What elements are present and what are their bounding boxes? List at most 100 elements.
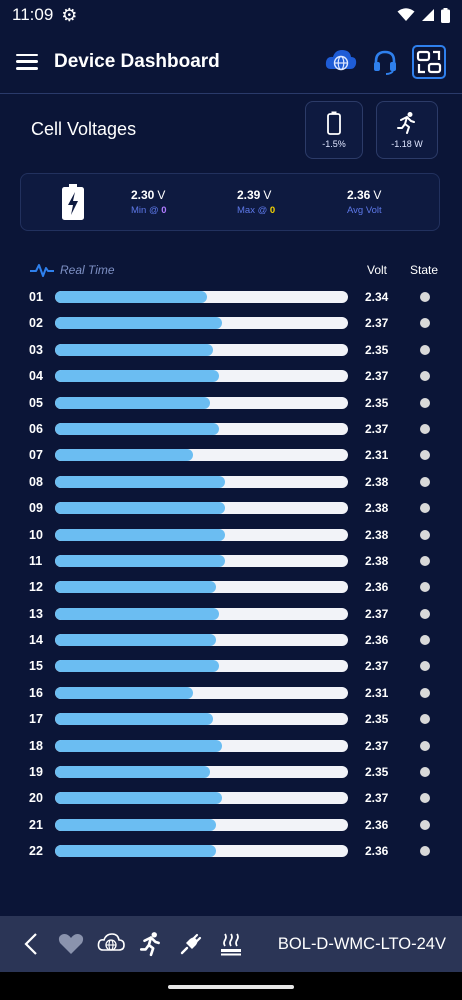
cell-number: 20 (29, 791, 43, 806)
voltage-bar-fill (55, 422, 220, 435)
voltage-bar-fill (55, 713, 214, 726)
running-icon[interactable] (136, 929, 166, 959)
cell-number: 19 (29, 765, 43, 780)
state-indicator (420, 635, 430, 646)
voltage-bar (55, 370, 348, 383)
cell-voltage: 2.38 (365, 527, 389, 542)
cell-row: 09 2.38 (0, 495, 462, 521)
state-indicator (420, 292, 430, 302)
cell-number: 17 (29, 712, 43, 727)
cell-number: 12 (29, 580, 43, 595)
cell-row: 10 2.38 (0, 522, 462, 548)
cell-voltage: 2.31 (365, 685, 389, 700)
cell-row: 07 2.31 (0, 442, 462, 468)
cell-number: 22 (29, 844, 43, 859)
voltage-bar (55, 686, 348, 699)
cell-voltage: 2.37 (365, 316, 389, 331)
cell-number: 13 (29, 606, 43, 621)
cell-voltage: 2.37 (365, 369, 389, 384)
cell-voltage: 2.38 (365, 501, 389, 516)
state-indicator (420, 793, 430, 804)
cell-number: 21 (29, 817, 43, 832)
state-indicator (420, 503, 430, 514)
cell-voltage-list: 01 2.34 02 2.37 03 2.35 04 2.37 05 2.35 06 2.37 07 2.… (0, 284, 462, 865)
menu-icon[interactable] (16, 53, 38, 70)
cell-number: 08 (29, 474, 43, 489)
cell-row: 05 2.35 (0, 390, 462, 416)
cell-voltage: 2.37 (365, 421, 389, 436)
cell-row: 03 2.35 (0, 337, 462, 363)
state-indicator (420, 767, 430, 778)
voltage-bar-fill (55, 502, 225, 515)
cell-voltage: 2.36 (365, 817, 389, 832)
cell-voltage: 2.35 (365, 712, 389, 727)
voltage-bar-fill (55, 634, 217, 647)
voltage-bar-fill (55, 766, 211, 779)
headset-icon[interactable] (368, 45, 402, 79)
cell-voltage: 2.31 (365, 448, 389, 463)
voltage-bar-fill (55, 343, 214, 356)
cell-row: 15 2.37 (0, 653, 462, 679)
voltage-bar (55, 449, 348, 462)
battery-outline-icon (327, 111, 341, 135)
state-indicator (420, 661, 430, 672)
state-indicator (420, 371, 430, 382)
realtime-label: Real Time (60, 263, 115, 277)
cell-row: 02 2.37 (0, 310, 462, 336)
voltage-bar (55, 528, 348, 541)
state-indicator (420, 582, 430, 593)
min-voltage-label: Min @ (131, 205, 159, 216)
voltage-bar (55, 422, 348, 435)
cell-number: 03 (29, 342, 43, 357)
min-voltage-unit: V (157, 188, 166, 202)
voltage-bar-fill (55, 845, 217, 858)
plug-icon[interactable] (176, 929, 206, 959)
back-icon[interactable] (16, 929, 46, 959)
avg-voltage: 2.36 V Avg Volt (347, 188, 382, 216)
cell-row: 14 2.36 (0, 627, 462, 653)
voltage-bar (55, 607, 348, 620)
min-voltage: 2.30 V Min @ 0 (131, 188, 237, 216)
network-icon[interactable] (412, 44, 446, 79)
cell-number: 09 (29, 501, 43, 516)
voltage-bar-fill (55, 739, 222, 752)
cell-voltage: 2.37 (365, 659, 389, 674)
state-indicator (420, 740, 430, 751)
globe-cloud-icon[interactable] (324, 45, 358, 79)
state-indicator (420, 608, 430, 619)
voltage-bar-fill (55, 475, 225, 488)
voltage-summary-card: 2.30 V Min @ 0 2.39 V Max @ 0 2.36 V Avg Vo… (20, 173, 440, 231)
state-indicator (420, 555, 430, 566)
bottom-nav-bar: BOL-D-WMC-LTO-24V (0, 916, 462, 972)
cell-voltage: 2.34 (365, 290, 389, 304)
heart-icon[interactable] (56, 929, 86, 959)
state-indicator (420, 318, 430, 329)
cell-row: 04 2.37 (0, 363, 462, 389)
voltage-bar (55, 660, 348, 673)
voltage-bar-fill (55, 554, 225, 567)
voltage-bar (55, 634, 348, 647)
power-value: -1.18 W (391, 139, 423, 149)
max-voltage: 2.39 V Max @ 0 (237, 188, 347, 216)
voltage-bar-fill (55, 449, 193, 462)
avg-voltage-value: 2.36 (347, 188, 371, 202)
voltage-bar (55, 845, 348, 858)
globe-icon[interactable] (96, 929, 126, 959)
battery-percent-value: -1.5% (322, 139, 346, 149)
cell-voltage: 2.38 (365, 553, 389, 568)
running-icon (397, 112, 415, 134)
state-indicator (420, 476, 430, 487)
cell-voltage: 2.35 (365, 765, 389, 780)
voltage-bar-fill (55, 686, 193, 699)
volt-column-header: Volt (367, 263, 388, 277)
state-indicator (420, 819, 430, 830)
app-header: Device Dashboard (0, 30, 462, 94)
device-name[interactable]: BOL-D-WMC-LTO-24V (277, 934, 446, 953)
cell-voltage: 2.36 (365, 633, 389, 648)
max-voltage-unit: V (263, 188, 272, 202)
heater-icon[interactable] (216, 929, 246, 959)
battery-percent-card[interactable]: -1.5% (305, 101, 363, 159)
state-indicator (420, 397, 430, 408)
power-card[interactable]: -1.18 W (376, 101, 438, 159)
cell-number: 11 (29, 553, 43, 568)
